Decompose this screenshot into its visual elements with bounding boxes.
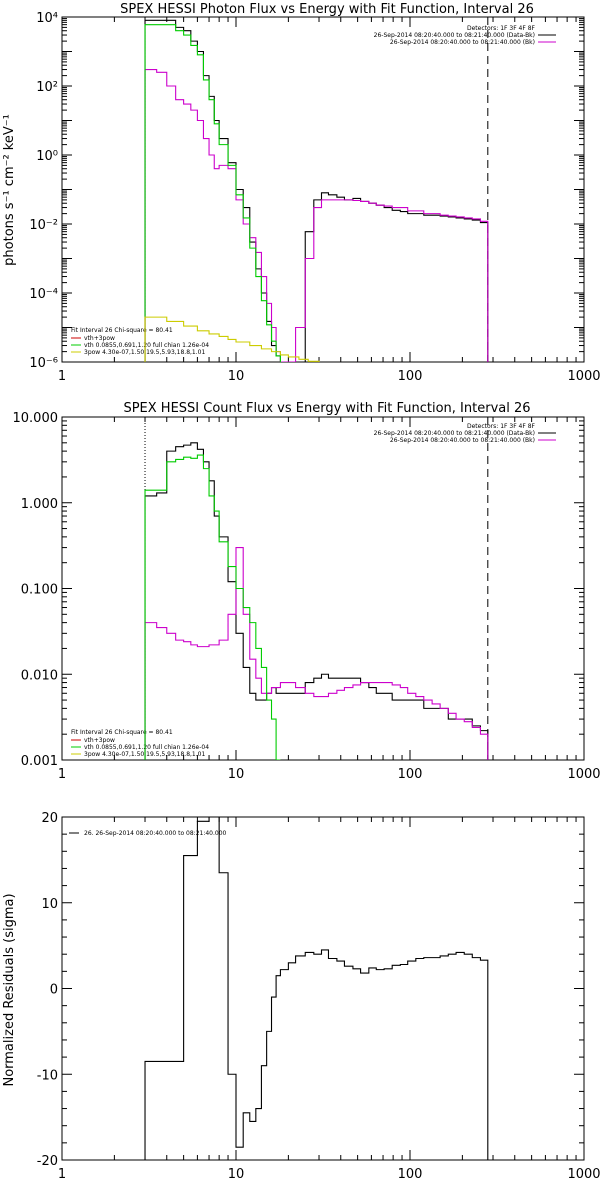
y-tick-label: 10⁻² <box>29 218 58 233</box>
series-26-26-sep-2014-08-20-40-000-to-08-21-40-000 <box>144 817 489 1160</box>
count-flux-legend-top-right: Detectors: 1F 3F 4F 8F 26-Sep-2014 08:20… <box>374 423 556 444</box>
x-tick-label: 1 <box>58 1167 66 1182</box>
y-tick-label: 0.100 <box>21 583 58 598</box>
legend-fit-interval: Fit Interval 26 Chi-square = 80.41 <box>71 729 173 736</box>
y-tick-label: 0 <box>50 983 58 998</box>
legend-bk: 26-Sep-2014 08:20:40.000 to 08:21:40.000… <box>390 39 535 46</box>
legend-fit-interval: Fit Interval 26 Chi-square = 80.41 <box>71 327 173 334</box>
x-tick-label: 1000 <box>567 1167 600 1182</box>
x-tick-label: 1000 <box>567 369 600 384</box>
legend-sum-label: vth+3pow <box>84 335 115 342</box>
y-tick-label: -20 <box>37 1154 58 1169</box>
x-tick-label: 10 <box>228 369 245 384</box>
count-flux-title: SPEX HESSI Count Flux vs Energy with Fit… <box>123 401 530 416</box>
x-tick-label: 10 <box>228 1167 245 1182</box>
series-3pow <box>144 316 320 362</box>
y-tick-label: 10² <box>36 80 58 95</box>
plot-frame <box>61 16 585 363</box>
photon-flux-title: SPEX HESSI Photon Flux vs Energy with Fi… <box>120 2 534 17</box>
count-flux-panel: SPEX HESSI Count Flux vs Energy with Fit… <box>13 401 600 782</box>
y-tick-label: 10⁻⁴ <box>29 287 58 302</box>
y-tick-label: 20 <box>41 811 58 826</box>
x-tick-label: 100 <box>398 1167 423 1182</box>
x-tick-label: 1 <box>58 767 66 782</box>
x-tick-label: 1 <box>58 369 66 384</box>
y-tick-label: 10⁰ <box>36 149 58 164</box>
y-tick-label: 0.010 <box>21 668 58 683</box>
count-flux-legend-bottom-left: Fit Interval 26 Chi-square = 80.41 vth+3… <box>71 729 209 758</box>
plot-frame <box>61 416 585 761</box>
legend-vth-label: vth 0.0855,0.691,1.20 full chian 1.26e-0… <box>84 342 209 349</box>
x-tick-label: 1000 <box>567 767 600 782</box>
y-tick-label: 10 <box>41 897 58 912</box>
series-data-bk <box>144 19 489 362</box>
legend-vth-label: vth 0.0855,0.691,1.20 full chian 1.26e-0… <box>84 744 209 751</box>
photon-flux-legend-bottom-left: Fit Interval 26 Chi-square = 80.41 vth+3… <box>71 327 209 356</box>
y-tick-label: 0.001 <box>21 754 58 769</box>
residuals-legend: 26. 26-Sep-2014 08:20:40.000 to 08:21:40… <box>84 830 227 837</box>
x-tick-label: 100 <box>398 369 423 384</box>
y-tick-label: 10.000 <box>13 411 59 426</box>
series-vth-3pow <box>144 547 489 760</box>
y-tick-label: -10 <box>37 1068 58 1083</box>
residuals-ylabel: Normalized Residuals (sigma) <box>2 893 17 1086</box>
legend-bk: 26-Sep-2014 08:20:40.000 to 08:21:40.000… <box>390 437 535 444</box>
x-tick-label: 10 <box>228 767 245 782</box>
legend-data-bk: 26-Sep-2014 08:20:40.000 to 08:21:40.000… <box>374 32 535 39</box>
series-vth-3pow <box>144 68 489 362</box>
photon-flux-panel: SPEX HESSI Photon Flux vs Energy with Fi… <box>2 2 600 384</box>
plot-frame <box>61 816 585 1161</box>
y-tick-label: 10⁴ <box>36 11 58 26</box>
x-tick-label: 100 <box>398 767 423 782</box>
photon-flux-ylabel: photons s⁻¹ cm⁻² keV⁻¹ <box>2 114 17 266</box>
photon-flux-legend-top-right: Detectors: 1F 3F 4F 8F 26-Sep-2014 08:20… <box>374 25 556 46</box>
series-data-bk <box>144 442 489 760</box>
y-tick-label: 10⁻⁶ <box>29 356 58 371</box>
residuals-panel: Normalized Residuals (sigma) 26. 26-Sep-… <box>2 811 600 1182</box>
y-tick-label: 1.000 <box>21 497 58 512</box>
series-vth <box>144 24 281 362</box>
legend-detectors: Detectors: 1F 3F 4F 8F <box>467 423 536 430</box>
legend-data-bk: 26-Sep-2014 08:20:40.000 to 08:21:40.000… <box>374 430 535 437</box>
legend-detectors: Detectors: 1F 3F 4F 8F <box>467 25 536 32</box>
legend-sum-label: vth+3pow <box>84 737 115 744</box>
series-vth <box>144 454 281 760</box>
